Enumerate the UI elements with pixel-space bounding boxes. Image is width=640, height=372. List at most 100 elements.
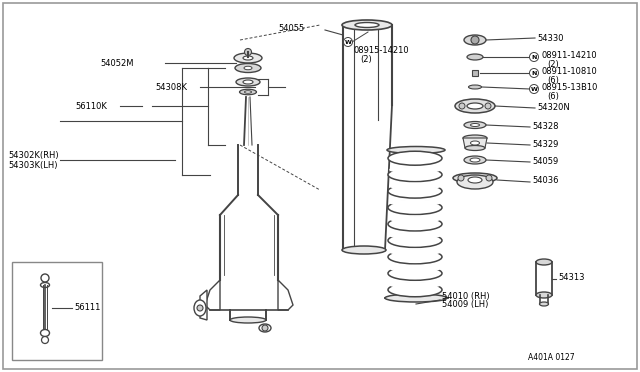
Ellipse shape	[388, 184, 442, 198]
Ellipse shape	[453, 173, 497, 183]
Circle shape	[529, 52, 538, 61]
Ellipse shape	[536, 292, 552, 298]
Ellipse shape	[244, 66, 252, 70]
Text: 54303K(LH): 54303K(LH)	[8, 160, 58, 170]
Ellipse shape	[194, 300, 206, 316]
Ellipse shape	[464, 122, 486, 128]
Ellipse shape	[468, 177, 482, 183]
Circle shape	[244, 48, 252, 55]
Ellipse shape	[390, 183, 440, 189]
Ellipse shape	[388, 168, 442, 182]
Ellipse shape	[390, 282, 440, 288]
Ellipse shape	[467, 54, 483, 60]
Ellipse shape	[243, 56, 253, 60]
Ellipse shape	[388, 250, 442, 264]
Text: 54330: 54330	[537, 33, 563, 42]
Text: 08911-14210: 08911-14210	[542, 51, 598, 60]
Ellipse shape	[259, 324, 271, 332]
Ellipse shape	[536, 259, 552, 265]
Circle shape	[344, 38, 353, 46]
Ellipse shape	[470, 124, 479, 126]
Ellipse shape	[467, 103, 483, 109]
Polygon shape	[205, 280, 220, 310]
Text: (2): (2)	[547, 60, 559, 68]
Circle shape	[471, 36, 479, 44]
Polygon shape	[278, 280, 293, 310]
Text: 54009 (LH): 54009 (LH)	[442, 301, 488, 310]
Ellipse shape	[239, 89, 257, 95]
Ellipse shape	[40, 282, 49, 288]
Ellipse shape	[540, 302, 548, 306]
Text: W: W	[344, 39, 351, 45]
Ellipse shape	[388, 283, 442, 297]
Text: 08915-13B10: 08915-13B10	[542, 83, 598, 92]
Ellipse shape	[457, 175, 493, 189]
Bar	[472, 70, 478, 76]
Text: 54055: 54055	[279, 23, 305, 32]
Ellipse shape	[342, 246, 386, 254]
Circle shape	[529, 68, 538, 77]
Bar	[12, 262, 102, 360]
Text: 54329: 54329	[532, 140, 558, 148]
Ellipse shape	[470, 158, 480, 162]
Ellipse shape	[463, 135, 487, 141]
Ellipse shape	[464, 35, 486, 45]
Ellipse shape	[388, 151, 442, 165]
Text: 08911-10810: 08911-10810	[542, 67, 598, 76]
Text: 54302K(RH): 54302K(RH)	[8, 151, 59, 160]
Text: A401A 0127: A401A 0127	[528, 353, 575, 362]
Text: 54308K: 54308K	[155, 83, 187, 92]
Ellipse shape	[390, 232, 440, 238]
Text: 54313: 54313	[558, 273, 584, 282]
Ellipse shape	[390, 200, 440, 205]
Circle shape	[485, 103, 491, 109]
Ellipse shape	[390, 249, 440, 255]
Circle shape	[197, 305, 203, 311]
Ellipse shape	[468, 85, 481, 89]
Ellipse shape	[244, 91, 252, 93]
Text: 56110K: 56110K	[75, 102, 107, 110]
Ellipse shape	[40, 330, 49, 337]
Text: 56111: 56111	[74, 304, 100, 312]
Text: 08915-14210: 08915-14210	[354, 45, 410, 55]
Circle shape	[41, 274, 49, 282]
Text: 54320N: 54320N	[537, 103, 570, 112]
Circle shape	[486, 175, 492, 181]
Text: (6): (6)	[547, 76, 559, 84]
Ellipse shape	[390, 167, 440, 173]
Ellipse shape	[464, 156, 486, 164]
Ellipse shape	[342, 20, 392, 30]
Ellipse shape	[385, 294, 447, 302]
Ellipse shape	[390, 216, 440, 222]
Ellipse shape	[388, 217, 442, 231]
Circle shape	[458, 175, 464, 181]
Ellipse shape	[236, 78, 260, 86]
Ellipse shape	[243, 80, 253, 84]
Text: (6): (6)	[547, 92, 559, 100]
Ellipse shape	[235, 64, 261, 73]
Circle shape	[459, 103, 465, 109]
Text: W: W	[531, 87, 538, 92]
Ellipse shape	[455, 99, 495, 113]
Ellipse shape	[390, 266, 440, 271]
Text: 54036: 54036	[532, 176, 559, 185]
Ellipse shape	[230, 317, 266, 323]
Text: 54059: 54059	[532, 157, 558, 166]
Text: 54052M: 54052M	[100, 58, 134, 67]
Ellipse shape	[234, 53, 262, 63]
Polygon shape	[200, 290, 207, 320]
Text: N: N	[531, 55, 537, 60]
Ellipse shape	[387, 147, 445, 154]
Circle shape	[42, 337, 49, 343]
Circle shape	[529, 84, 538, 93]
Circle shape	[262, 325, 268, 331]
Text: 54010 (RH): 54010 (RH)	[442, 292, 490, 301]
Ellipse shape	[388, 234, 442, 247]
Ellipse shape	[355, 22, 379, 28]
Ellipse shape	[470, 141, 479, 145]
Ellipse shape	[388, 266, 442, 280]
Ellipse shape	[388, 201, 442, 215]
Text: (2): (2)	[360, 55, 372, 64]
Text: N: N	[531, 71, 537, 76]
Polygon shape	[463, 138, 487, 148]
